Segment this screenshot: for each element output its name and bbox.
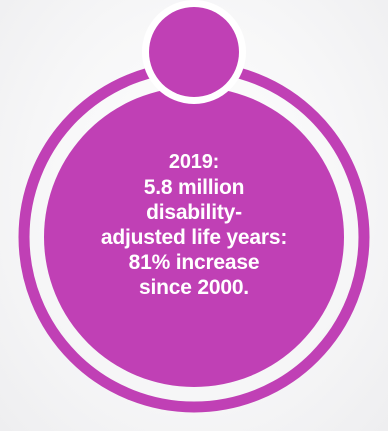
stat-line-3: adjusted life years: — [100, 226, 288, 249]
inner-disc — [44, 87, 344, 387]
stat-line-4: 81% increase — [128, 251, 260, 274]
stat-line-2: disability- — [146, 201, 242, 224]
stat-line-1: 5.8 million — [143, 176, 245, 199]
stat-line-5: since 2000. — [139, 276, 249, 299]
stat-text-block: 2019: 5.8 million disability- adjusted l… — [74, 150, 314, 300]
stat-year: 2019: — [168, 151, 220, 173]
top-knob — [149, 7, 239, 97]
